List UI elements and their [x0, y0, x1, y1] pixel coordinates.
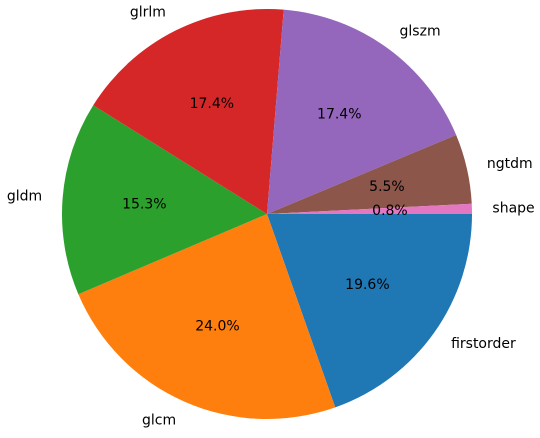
value-label: 17.4% [317, 106, 361, 122]
slice-label: gldm [7, 188, 42, 204]
value-label: 24.0% [195, 319, 239, 335]
pie-slice [267, 134, 472, 214]
value-label: 19.6% [345, 277, 389, 293]
pie-slice [267, 9, 457, 214]
slice-label: firstorder [451, 336, 516, 352]
pie-slice [267, 214, 472, 408]
value-label: 15.3% [122, 196, 166, 212]
value-label: 17.4% [190, 96, 234, 112]
pie-slice [78, 214, 336, 419]
pie-slice [93, 8, 284, 215]
value-label: 0.8% [372, 203, 408, 219]
slice-label: glrlm [130, 4, 166, 20]
slice-label: ngtdm [487, 156, 533, 172]
slice-label: shape [492, 200, 534, 216]
slice-label: glszm [400, 24, 441, 40]
pie-slice [267, 203, 472, 214]
pie-slice [62, 105, 267, 295]
value-label: 5.5% [369, 179, 405, 195]
slice-label: glcm [142, 412, 176, 428]
